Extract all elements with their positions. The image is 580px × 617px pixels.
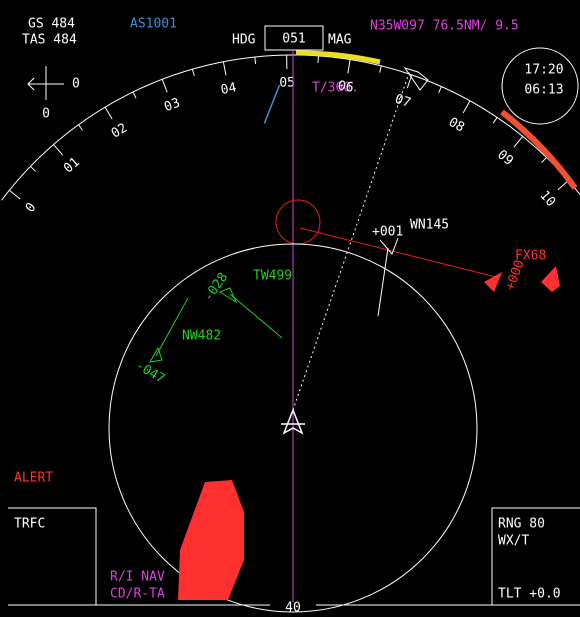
compass-tick [222, 61, 227, 76]
compass-tick [462, 100, 471, 114]
compass-tick [347, 59, 351, 74]
compass-tick [53, 144, 64, 156]
right-panel [491, 507, 580, 606]
wind-below: 0 [42, 107, 50, 122]
wn-alt: +001 [372, 225, 403, 240]
compass-label: 04 [220, 80, 238, 98]
compass-label: 06 [337, 79, 355, 96]
compass-tick [9, 189, 21, 200]
tilt-setting: TLT +0.0 [498, 587, 561, 602]
compass-label: 02 [109, 121, 130, 142]
compass-tick [191, 69, 195, 77]
range-setting: RNG 80 [498, 517, 545, 532]
alert: ALERT [14, 471, 53, 486]
own-aircraft [281, 407, 305, 435]
hazard-arc [500, 109, 578, 190]
fx-callsign: FX68 [515, 249, 546, 264]
ground-speed: GS 484 [28, 17, 75, 32]
mode-setting: WX/T [498, 534, 529, 549]
tw-callsign: TW499 [253, 269, 292, 284]
speed-arc [295, 50, 381, 65]
compass-tick [557, 180, 569, 191]
compass-tick [379, 65, 382, 73]
left-panel [8, 507, 97, 605]
red-vector [299, 227, 501, 279]
compass-tick [438, 86, 442, 94]
track-note: T/360. [312, 81, 359, 96]
compass-tick [254, 56, 257, 65]
heading-box [264, 25, 324, 51]
wn-callsign: WN145 [410, 218, 449, 233]
waypoint [403, 67, 429, 91]
compass-label: 05 [279, 75, 295, 90]
left-panel-title: TRFC [14, 517, 45, 532]
nw-callsign: NW482 [182, 329, 221, 344]
weather-cell [541, 266, 560, 292]
position: N35W097 76.5NM/ 9.5 [370, 19, 519, 34]
clock-top: 17:20 [524, 63, 563, 78]
compass-tick [161, 79, 168, 93]
left-line: CD/R-TA [110, 587, 165, 602]
compass-tick [541, 157, 547, 163]
range-ring [108, 243, 478, 613]
compass-tick [132, 91, 137, 99]
heading-value: 051 [282, 32, 305, 47]
wind-arrow [27, 66, 64, 100]
range-ring-label: 40 [285, 601, 301, 616]
compass-tick [492, 117, 498, 124]
mag-label: MAG [328, 33, 352, 48]
compass-tick [104, 106, 113, 120]
left-line: R/I NAV [110, 570, 165, 585]
compass-tick [513, 136, 524, 148]
traffic-fx [484, 272, 502, 292]
traffic-wn [377, 237, 399, 317]
compass-label: 03 [162, 96, 182, 116]
traffic-tw [218, 287, 283, 339]
wind-right: 0 [72, 77, 80, 92]
compass-tick [78, 124, 83, 131]
weather-area [178, 480, 244, 600]
clock [501, 47, 579, 125]
hdg-label: HDG [232, 33, 256, 48]
true-airspeed: TAS 484 [22, 33, 77, 48]
traffic-nw [149, 297, 189, 363]
clock-bottom: 06:13 [524, 83, 563, 98]
wind-vector [263, 84, 281, 124]
compass-tick [30, 166, 36, 172]
compass-label: 08 [446, 115, 467, 136]
flight-id: AS1001 [130, 17, 177, 32]
